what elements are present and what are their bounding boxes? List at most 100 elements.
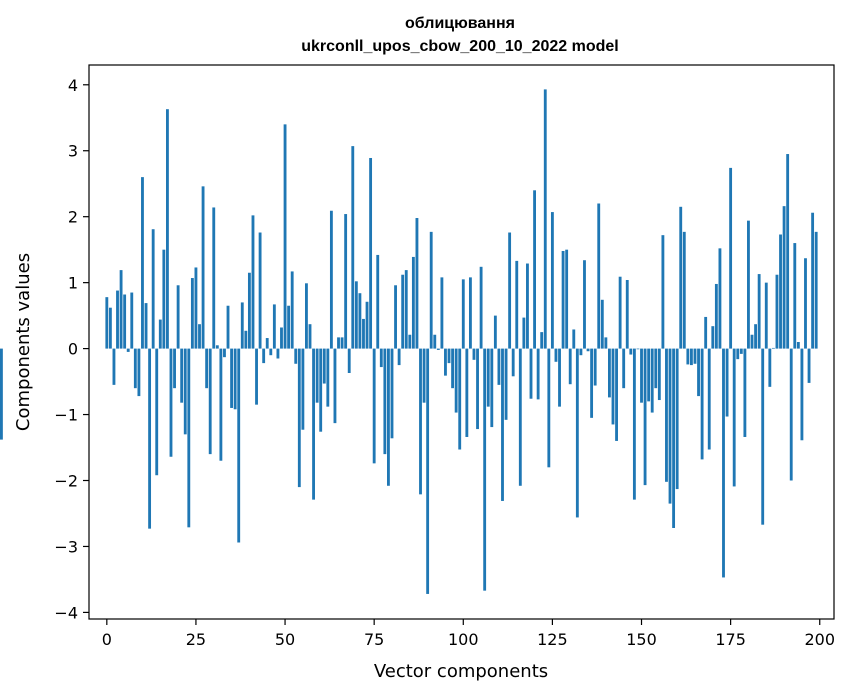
- bar: [148, 348, 152, 529]
- bar: [754, 324, 757, 349]
- bar: [454, 348, 458, 413]
- x-tick-label: 125: [537, 630, 568, 649]
- bar: [305, 283, 308, 349]
- y-tick-label: 1: [68, 274, 78, 293]
- bar: [568, 348, 572, 385]
- bar: [176, 285, 180, 349]
- bar: [440, 277, 444, 349]
- bar: [411, 256, 415, 349]
- bar: [451, 348, 455, 389]
- bar: [650, 348, 654, 413]
- bar: [447, 348, 451, 364]
- bar: [251, 215, 255, 349]
- bar: [329, 210, 333, 349]
- bar: [722, 348, 725, 578]
- y-tick-label: 0: [68, 340, 78, 359]
- bar: [796, 342, 800, 349]
- bar: [575, 348, 579, 518]
- bar: [404, 270, 408, 349]
- bar: [333, 348, 337, 424]
- bar: [743, 348, 747, 437]
- bar: [276, 348, 280, 359]
- bar: [704, 316, 708, 349]
- bar: [226, 305, 230, 349]
- x-tick-label: 0: [102, 630, 112, 649]
- bar: [269, 348, 273, 356]
- bar: [212, 207, 216, 349]
- bar: [401, 274, 405, 349]
- bar: [151, 229, 155, 349]
- bar: [672, 348, 676, 528]
- bar: [775, 274, 779, 349]
- bar: [344, 214, 348, 349]
- y-tick-label: −4: [54, 603, 78, 622]
- bar: [793, 243, 797, 349]
- bar: [301, 348, 305, 430]
- bar: [358, 293, 362, 349]
- bar: [280, 327, 283, 349]
- bar: [643, 348, 647, 486]
- bar: [215, 345, 219, 349]
- bar: [707, 348, 711, 450]
- bar: [572, 329, 576, 349]
- bar: [123, 294, 127, 349]
- bar: [155, 348, 159, 476]
- bar: [497, 348, 501, 385]
- bar: [272, 304, 276, 349]
- x-axis-label: Vector components: [374, 661, 548, 682]
- bar: [483, 348, 487, 591]
- bar: [472, 348, 476, 360]
- y-axis: −4 −3 −2 −1 0 1 2 3 4: [54, 76, 89, 622]
- x-tick-label: 25: [186, 630, 206, 649]
- bar: [130, 292, 134, 349]
- y-axis-label: Components values: [13, 253, 34, 431]
- bar: [429, 231, 433, 349]
- bar: [354, 281, 358, 349]
- bar: [761, 348, 765, 525]
- bar: [308, 324, 312, 349]
- bar: [205, 348, 209, 389]
- bar: [511, 348, 515, 377]
- bar: [747, 220, 750, 349]
- bar: [739, 348, 743, 354]
- bar: [597, 203, 601, 349]
- bar: [141, 177, 144, 349]
- bar: [543, 89, 547, 349]
- bar: [501, 348, 504, 501]
- bar: [504, 348, 508, 420]
- bar: [173, 348, 176, 389]
- bar: [468, 277, 472, 349]
- bar: [640, 348, 643, 403]
- bar: [786, 154, 790, 349]
- bar: [540, 332, 544, 349]
- bar: [533, 190, 536, 349]
- bar: [0, 348, 3, 440]
- bar: [237, 348, 241, 543]
- bar: [736, 348, 740, 360]
- bar: [561, 250, 565, 349]
- bar: [490, 348, 494, 428]
- bar: [240, 302, 244, 349]
- bar: [322, 348, 326, 384]
- chart-subtitle: ukrconll_upos_cbow_200_10_2022 model: [301, 38, 618, 55]
- bar: [536, 348, 540, 400]
- bar: [372, 348, 376, 464]
- bar: [326, 348, 330, 407]
- bar: [419, 348, 422, 495]
- bar: [729, 167, 733, 349]
- bar: [137, 348, 141, 397]
- bar: [383, 348, 387, 455]
- bar: [315, 348, 319, 403]
- bar: [287, 305, 291, 349]
- bar: [444, 348, 447, 376]
- bar: [518, 348, 522, 486]
- x-tick-label: 100: [448, 630, 479, 649]
- bar: [190, 278, 194, 349]
- bar: [162, 249, 166, 349]
- bar: [262, 348, 266, 364]
- y-tick-label: 4: [68, 76, 78, 95]
- bar: [479, 266, 483, 349]
- bar: [757, 274, 761, 349]
- bar: [768, 348, 772, 387]
